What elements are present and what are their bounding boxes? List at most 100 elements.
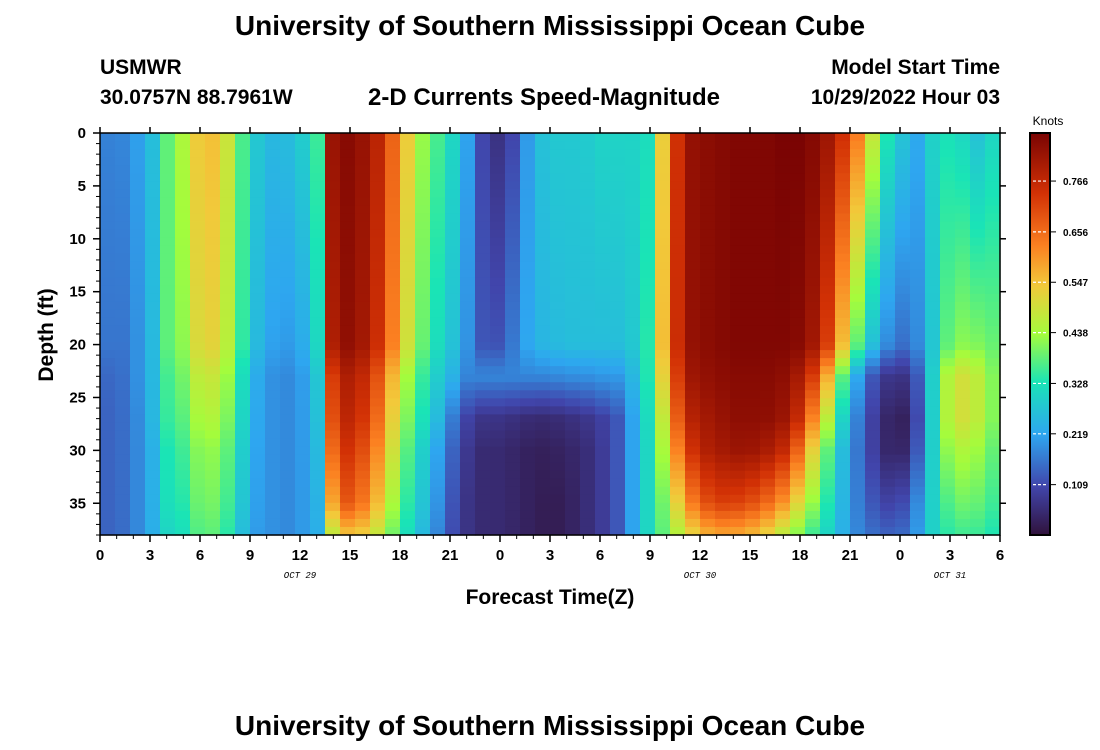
heatmap-cell [940, 374, 956, 383]
heatmap-cell [115, 382, 131, 391]
heatmap-cell [490, 301, 506, 311]
heatmap-cell [775, 478, 791, 488]
heatmap-cell [715, 438, 731, 448]
heatmap-cell [700, 486, 716, 496]
heatmap-cell [550, 438, 566, 448]
heatmap-cell [820, 173, 836, 182]
heatmap-cell [220, 173, 236, 182]
heatmap-cell [970, 133, 986, 142]
heatmap-cell [625, 350, 641, 359]
heatmap-cell [550, 502, 566, 512]
heatmap-cell [430, 277, 446, 287]
heatmap-cell [490, 325, 506, 335]
heatmap-cell [325, 149, 341, 158]
heatmap-cell [670, 189, 686, 198]
heatmap-cell [955, 309, 971, 319]
heatmap-cell [415, 438, 431, 448]
heatmap-cell [445, 502, 461, 512]
heatmap-cell [595, 165, 611, 174]
heatmap-cell [220, 406, 236, 415]
heatmap-cell [700, 390, 716, 399]
heatmap-cell [865, 253, 881, 263]
heatmap-cell [520, 149, 536, 158]
heatmap-cell [685, 486, 701, 496]
heatmap-cell [985, 454, 1001, 464]
heatmap-cell [505, 245, 521, 255]
heatmap-cell [820, 157, 836, 166]
heatmap-cell [310, 165, 326, 174]
heatmap-cell [310, 478, 326, 488]
heatmap-cell [730, 213, 746, 223]
heatmap-cell [220, 366, 236, 375]
heatmap-cell [805, 334, 821, 343]
heatmap-cell [820, 390, 836, 399]
heatmap-cell [700, 149, 716, 158]
heatmap-cell [265, 309, 281, 319]
heatmap-cell [325, 446, 341, 456]
heatmap-cell [385, 221, 401, 231]
heatmap-cell [745, 398, 761, 407]
heatmap-cell [775, 526, 791, 536]
heatmap-cell [565, 141, 581, 150]
heatmap-cell [790, 454, 806, 464]
heatmap-cell [805, 189, 821, 198]
heatmap-cell [625, 301, 641, 311]
heatmap-cell [970, 446, 986, 456]
heatmap-cell [130, 189, 146, 198]
heatmap-cell [790, 165, 806, 174]
heatmap-cell [685, 165, 701, 174]
heatmap-cell [400, 165, 416, 174]
heatmap-cell [490, 382, 506, 391]
heatmap-cell [970, 141, 986, 150]
heatmap-cell [205, 446, 221, 456]
heatmap-cell [430, 462, 446, 472]
heatmap-cell [475, 398, 491, 407]
heatmap-cell [445, 438, 461, 448]
heatmap-cell [295, 205, 311, 214]
heatmap-cell [850, 350, 866, 359]
heatmap-cell [685, 478, 701, 488]
heatmap-cell [325, 518, 341, 528]
heatmap-cell [580, 398, 596, 407]
heatmap-cell [385, 325, 401, 335]
heatmap-cell [835, 213, 851, 223]
heatmap-cell [175, 494, 191, 504]
heatmap-cell [475, 277, 491, 287]
heatmap-cell [445, 334, 461, 343]
heatmap-cell [775, 430, 791, 440]
heatmap-cell [250, 398, 266, 407]
heatmap-cell [835, 446, 851, 456]
heatmap-cell [250, 478, 266, 488]
heatmap-cell [505, 422, 521, 432]
heatmap-cell [985, 213, 1001, 223]
heatmap-cell [310, 141, 326, 150]
heatmap-cell [610, 317, 626, 327]
heatmap-cell [640, 301, 656, 311]
heatmap-cell [220, 478, 236, 488]
heatmap-cell [115, 277, 131, 287]
heatmap-cell [640, 317, 656, 327]
heatmap-cell [355, 253, 371, 263]
heatmap-cell [940, 518, 956, 528]
heatmap-cell [430, 285, 446, 295]
heatmap-cell [115, 406, 131, 415]
heatmap-cell [790, 221, 806, 231]
heatmap-cell [160, 229, 176, 239]
heatmap-cell [940, 334, 956, 343]
heatmap-cell [370, 510, 386, 520]
heatmap-cell [145, 253, 161, 263]
heatmap-cell [565, 229, 581, 239]
heatmap-cell [175, 221, 191, 231]
heatmap-cell [685, 317, 701, 327]
heatmap-cell [235, 454, 251, 464]
heatmap-cell [925, 422, 941, 432]
heatmap-cell [460, 253, 476, 263]
heatmap-cell [550, 325, 566, 335]
heatmap-cell [700, 518, 716, 528]
heatmap-cell [715, 374, 731, 383]
heatmap-cell [850, 374, 866, 383]
heatmap-cell [835, 350, 851, 359]
heatmap-cell [940, 205, 956, 214]
heatmap-cell [940, 486, 956, 496]
heatmap-cell [820, 229, 836, 239]
